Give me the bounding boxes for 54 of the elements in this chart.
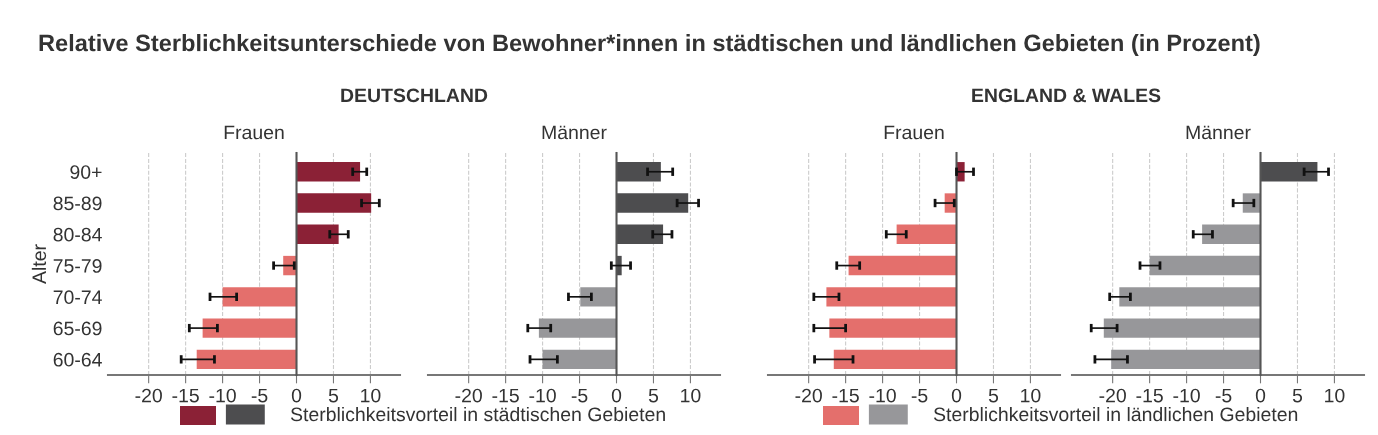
- x-tick-label: 5: [648, 388, 659, 403]
- x-tick-label: 0: [1255, 388, 1266, 403]
- chart-subtitle: Frauen: [224, 125, 284, 140]
- bar: [296, 224, 339, 244]
- x-tick-label: -15: [172, 388, 199, 403]
- bar: [296, 193, 372, 213]
- y-tick-label: 70-74: [53, 290, 102, 305]
- x-tick-label: -20: [455, 388, 482, 403]
- y-tick-label: 90+: [70, 165, 102, 179]
- text: DEUTSCHLAND: [341, 88, 488, 103]
- x-tick-label: 5: [328, 388, 339, 403]
- x-tick-label: -10: [869, 388, 896, 403]
- bar: [196, 349, 297, 370]
- x-tick-label: 10: [1325, 388, 1345, 403]
- chart-subtitle: Frauen: [884, 125, 944, 140]
- x-tick-label: -20: [795, 388, 822, 403]
- legend-label: Sterblichkeitsvorteil in ländlichen Gebieten: [933, 406, 1298, 422]
- x-tick-label: 5: [988, 388, 999, 403]
- x-tick-label: 10: [361, 388, 381, 403]
- bar: [296, 162, 361, 182]
- legend-label: Sterblichkeitsvorteil in städtischen Gebieten: [290, 406, 665, 422]
- x-tick-label: 0: [951, 388, 962, 403]
- bar: [580, 287, 617, 307]
- x-tick-label: 10: [681, 388, 701, 403]
- x-tick-label: 10: [1021, 388, 1041, 403]
- x-tick-label: 5: [1292, 388, 1303, 403]
- x-tick-label: -15: [1136, 388, 1163, 403]
- y-tick-label: 80-84: [53, 227, 102, 242]
- x-tick-label: -20: [135, 388, 162, 403]
- x-tick-label: -20: [1099, 388, 1126, 403]
- x-tick-label: -5: [1215, 388, 1232, 403]
- x-tick-label: -10: [529, 388, 556, 403]
- x-tick-label: -15: [832, 388, 859, 403]
- x-tick-label: 0: [291, 388, 302, 403]
- y-tick-label: 65-69: [53, 321, 102, 336]
- chart-subtitle: Männer: [1186, 125, 1251, 140]
- text: Relative Sterblichkeitsunterschiede von Bewohner*innen in städtischen und ländlichen Gebieten (in Prozent): [39, 34, 1260, 56]
- x-tick-label: -10: [209, 388, 236, 403]
- x-tick-label: -5: [251, 388, 268, 403]
- x-tick-label: 0: [611, 388, 622, 403]
- y-tick-label: 85-89: [53, 196, 102, 211]
- x-tick-label: -5: [571, 388, 588, 403]
- bar: [542, 349, 617, 370]
- x-tick-label: -5: [911, 388, 928, 403]
- chart-subtitle: Männer: [542, 125, 607, 140]
- bar: [222, 287, 297, 307]
- x-tick-label: -10: [1173, 388, 1200, 403]
- y-tick-label: 60-64: [53, 352, 102, 367]
- bar: [538, 318, 617, 338]
- bar: [202, 318, 297, 338]
- y-tick-label: 75-79: [53, 259, 102, 273]
- x-tick-label: -15: [492, 388, 519, 403]
- y-axis-title: Alter: [31, 244, 47, 284]
- text: ENGLAND & WALES: [972, 88, 1161, 103]
